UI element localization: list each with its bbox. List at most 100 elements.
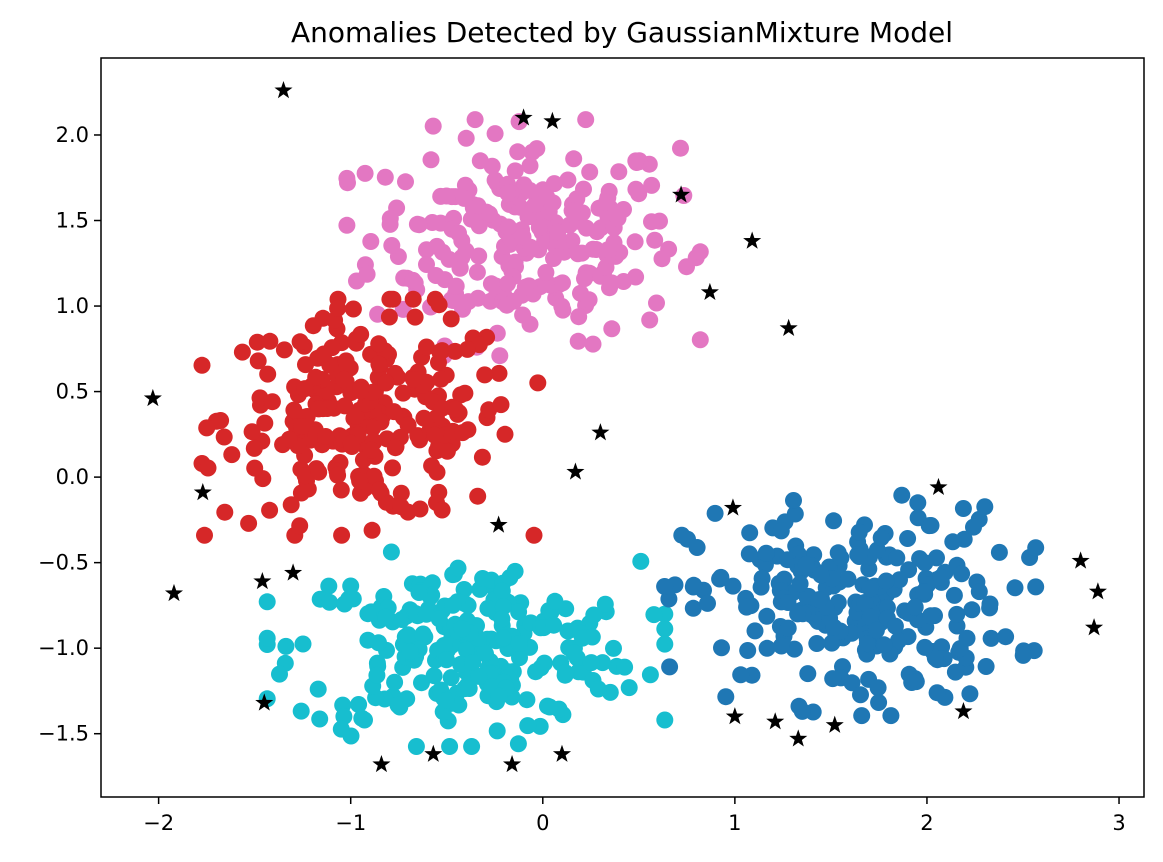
data-point: [494, 598, 512, 616]
data-point: [338, 169, 356, 187]
anomaly-star-marker: [700, 282, 719, 301]
data-point: [329, 299, 347, 317]
data-point: [442, 669, 460, 687]
plot-frame: [100, 57, 1145, 798]
data-point: [344, 300, 362, 318]
data-point: [527, 195, 545, 213]
data-point: [585, 606, 603, 624]
data-point: [556, 664, 574, 682]
data-point: [530, 218, 548, 236]
anomaly-star-marker: [253, 571, 272, 590]
data-point: [438, 691, 455, 709]
data-point: [574, 629, 591, 647]
data-point: [335, 370, 353, 388]
data-point: [546, 592, 564, 610]
data-point: [377, 374, 395, 392]
x-tick-label: −1: [335, 811, 366, 835]
data-point: [922, 517, 940, 534]
data-point: [392, 484, 410, 502]
data-point: [455, 189, 473, 207]
data-point: [417, 605, 435, 623]
data-point: [275, 341, 293, 359]
data-point: [869, 679, 887, 697]
data-point: [641, 311, 659, 329]
data-point: [404, 290, 422, 308]
data-point: [511, 649, 528, 667]
data-point: [233, 343, 251, 361]
data-point: [627, 152, 645, 170]
data-point: [581, 163, 599, 181]
data-point: [248, 333, 266, 351]
anomaly-star-marker: [723, 498, 742, 516]
data-point: [384, 290, 402, 308]
anomaly-star-marker: [424, 744, 443, 762]
data-point: [553, 297, 571, 315]
data-point: [243, 423, 261, 441]
data-point: [368, 666, 386, 684]
data-point: [425, 667, 443, 685]
data-point: [263, 393, 281, 411]
data-point: [632, 552, 650, 570]
data-point: [476, 366, 494, 384]
anomaly-star-marker: [193, 483, 212, 501]
anomaly-star-marker: [929, 477, 948, 496]
data-point: [1027, 539, 1045, 557]
data-point: [394, 384, 412, 402]
data-point: [449, 559, 467, 577]
data-point: [370, 335, 388, 353]
data-point: [458, 340, 476, 358]
data-point: [470, 247, 488, 265]
data-point: [758, 639, 776, 657]
data-point: [277, 637, 295, 655]
data-point: [576, 270, 593, 288]
data-point: [362, 233, 380, 250]
data-point: [712, 568, 730, 586]
data-point: [488, 722, 506, 740]
data-point: [963, 601, 981, 619]
data-point: [746, 622, 764, 640]
data-point: [293, 418, 311, 435]
data-point: [958, 629, 976, 647]
data-point: [342, 577, 360, 595]
y-tick-label: −1.0: [38, 636, 89, 660]
data-point: [271, 665, 288, 683]
data-point: [521, 157, 539, 175]
data-point: [563, 202, 581, 220]
data-point: [256, 414, 274, 432]
data-point: [541, 698, 559, 716]
anomaly-star-marker: [372, 755, 391, 773]
data-point: [291, 517, 309, 535]
data-point: [559, 171, 577, 189]
y-tick-label: −0.5: [38, 551, 89, 575]
data-point: [549, 223, 567, 241]
data-point: [432, 370, 450, 388]
data-point: [338, 216, 356, 234]
data-point: [430, 610, 448, 628]
anomaly-star-marker: [164, 583, 184, 602]
data-point: [431, 343, 449, 361]
data-point: [717, 688, 735, 706]
data-point: [352, 484, 369, 502]
data-point: [785, 640, 803, 658]
data-point: [521, 181, 539, 199]
data-point: [196, 526, 213, 544]
data-point: [976, 498, 994, 516]
data-point: [514, 228, 532, 246]
data-point: [430, 296, 448, 314]
data-point: [457, 129, 475, 147]
data-point: [336, 397, 354, 415]
data-point: [386, 673, 404, 691]
data-point: [285, 401, 303, 419]
data-point: [850, 523, 868, 541]
data-point: [294, 635, 312, 653]
data-point: [418, 256, 435, 273]
data-point: [653, 250, 671, 268]
data-point: [528, 140, 546, 158]
data-point: [352, 325, 370, 343]
anomaly-star-marker: [743, 231, 762, 249]
data-point: [609, 209, 627, 227]
data-point: [332, 720, 350, 738]
data-point: [599, 241, 617, 259]
y-tick-label: 0.5: [56, 380, 89, 404]
data-point: [215, 428, 233, 446]
